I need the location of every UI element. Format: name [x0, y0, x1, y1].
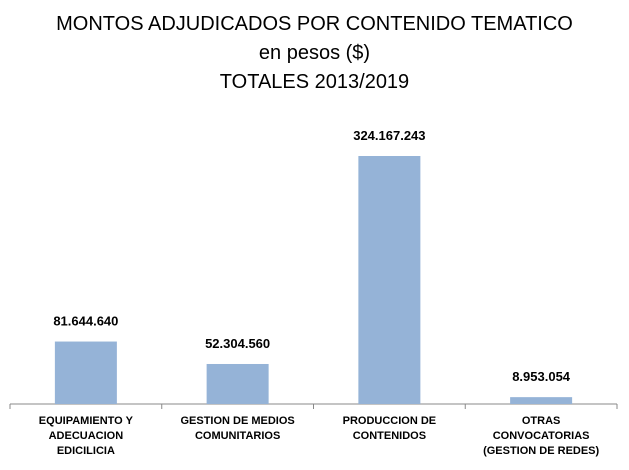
bar [54, 341, 117, 404]
bar [510, 397, 573, 404]
x-tick-label: EQUIPAMIENTO Y ADECUACION EDICILICIA [38, 415, 133, 457]
value-label: 8.953.054 [512, 369, 571, 384]
value-label: 52.304.560 [205, 336, 270, 351]
bar [206, 363, 269, 404]
x-tick-label: GESTION DE MEDIOS COMUNITARIOS [180, 415, 295, 442]
x-tick-label: PRODUCCION DE CONTENIDOS [342, 415, 437, 442]
x-tick-label: OTRAS CONVOCATORIAS (GESTION DE REDES) [483, 415, 600, 457]
value-label: 324.167.243 [353, 128, 425, 143]
bar [358, 156, 421, 404]
chart-title: MONTOS ADJUDICADOS POR CONTENIDO TEMATIC… [56, 13, 573, 93]
value-label: 81.644.640 [53, 314, 118, 329]
